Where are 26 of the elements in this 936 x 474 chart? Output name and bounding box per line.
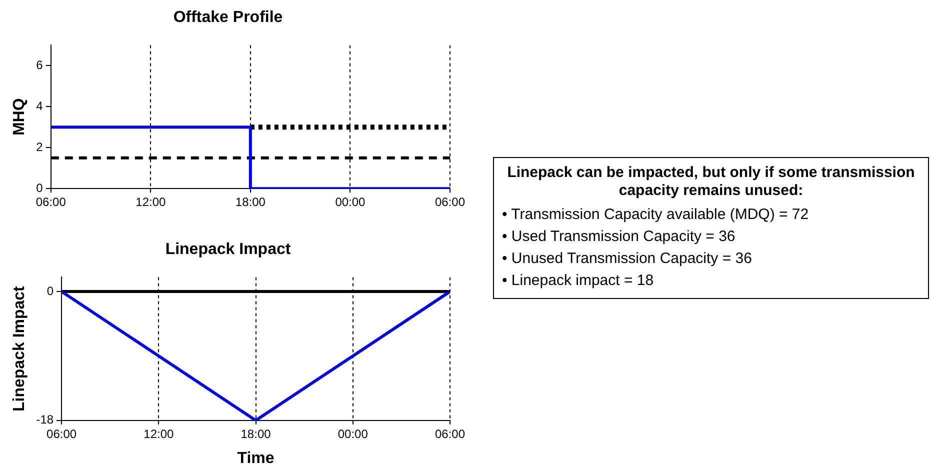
- y-axis-title: Linepack Impact: [11, 285, 28, 412]
- x-tick-label: 06:00: [46, 426, 77, 441]
- text: • Linepack impact = 18: [502, 271, 655, 291]
- x-tick-label: 18:00: [235, 195, 266, 210]
- x-tick-label: 00:00: [338, 426, 368, 441]
- x-tick-label: 12:00: [144, 426, 174, 441]
- x-tick-label: 12:00: [136, 195, 166, 210]
- y-tick-label: 4: [36, 98, 44, 113]
- text: • Transmission Capacity available (MDQ) = 72: [502, 205, 810, 225]
- chart-title: Linepack Impact: [165, 241, 292, 258]
- y-tick-label: 0: [36, 180, 44, 195]
- y-tick-label: 0: [46, 284, 54, 298]
- y-axis-title: MHQ: [11, 98, 28, 136]
- x-tick-label: 06:00: [434, 195, 466, 210]
- text: • Used Transmission Capacity = 36: [502, 227, 736, 247]
- y-tick-label: -18: [36, 412, 54, 427]
- x-axis-title: Time: [237, 450, 274, 467]
- chart-title: Offtake Profile: [173, 9, 283, 26]
- x-tick-label: 00:00: [335, 195, 366, 210]
- x-tick-label: 18:00: [240, 426, 272, 441]
- x-tick-label: 06:00: [434, 426, 466, 441]
- x-tick-label: 06:00: [36, 195, 66, 210]
- y-tick-label: 2: [36, 140, 44, 154]
- text: • Unused Transmission Capacity = 36: [502, 249, 753, 269]
- y-tick-label: 6: [36, 58, 44, 72]
- text: Linepack can be impacted, but only if some transmission capacity remains unused:: [506, 164, 916, 200]
